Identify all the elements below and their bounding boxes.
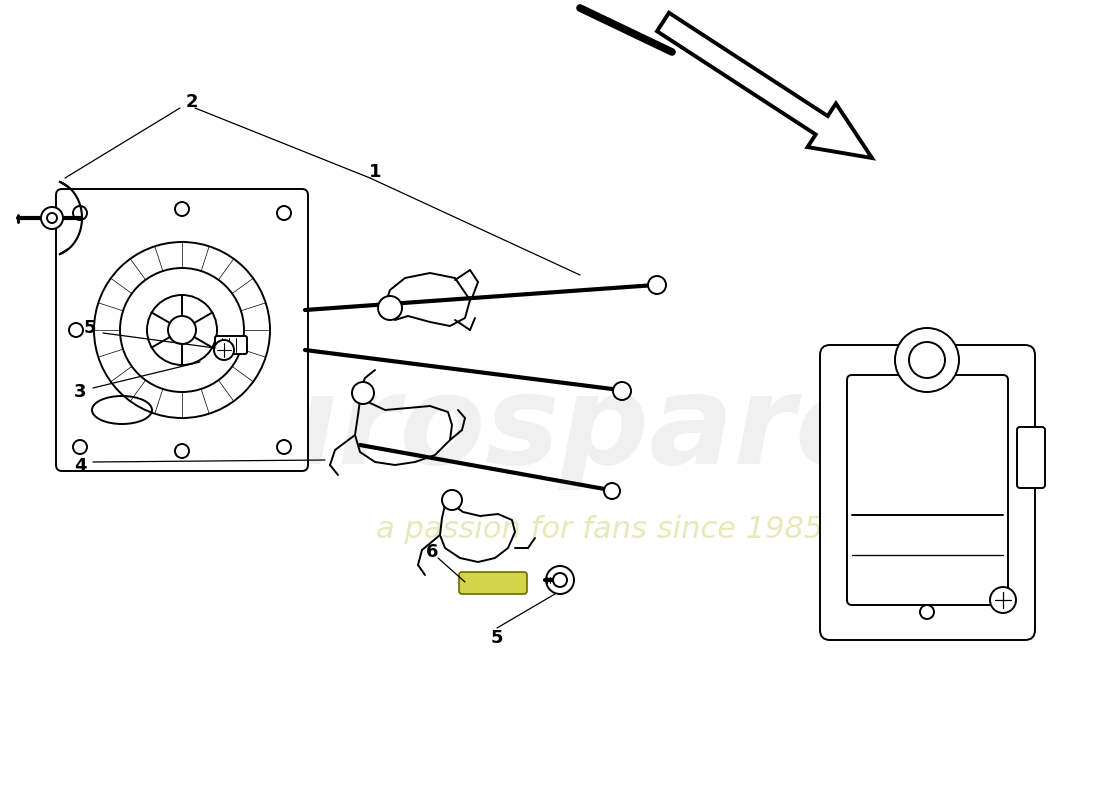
Circle shape xyxy=(920,605,934,619)
Text: eurospares: eurospares xyxy=(165,370,955,490)
Circle shape xyxy=(277,206,292,220)
Text: 3: 3 xyxy=(74,383,86,401)
Text: 2: 2 xyxy=(186,93,198,111)
Circle shape xyxy=(120,268,244,392)
Circle shape xyxy=(73,440,87,454)
Polygon shape xyxy=(657,13,872,158)
Circle shape xyxy=(352,382,374,404)
Text: 5: 5 xyxy=(491,629,504,647)
FancyBboxPatch shape xyxy=(847,375,1008,605)
Text: 4: 4 xyxy=(74,457,86,475)
Circle shape xyxy=(378,296,402,320)
Text: 6: 6 xyxy=(426,543,438,561)
Circle shape xyxy=(613,382,631,400)
Circle shape xyxy=(214,340,234,360)
Circle shape xyxy=(47,213,57,223)
Circle shape xyxy=(69,323,82,337)
Text: a passion for fans since 1985: a passion for fans since 1985 xyxy=(376,515,824,545)
Circle shape xyxy=(442,490,462,510)
FancyBboxPatch shape xyxy=(459,572,527,594)
Circle shape xyxy=(168,316,196,344)
Circle shape xyxy=(895,328,959,392)
Text: 1: 1 xyxy=(368,163,382,181)
Circle shape xyxy=(277,440,292,454)
Circle shape xyxy=(175,444,189,458)
Circle shape xyxy=(73,206,87,220)
Circle shape xyxy=(990,587,1016,613)
Circle shape xyxy=(147,295,217,365)
Circle shape xyxy=(546,566,574,594)
Circle shape xyxy=(553,573,566,587)
Circle shape xyxy=(604,483,620,499)
Circle shape xyxy=(94,242,270,418)
Circle shape xyxy=(648,276,666,294)
FancyBboxPatch shape xyxy=(1018,427,1045,488)
Circle shape xyxy=(175,202,189,216)
Circle shape xyxy=(41,207,63,229)
FancyBboxPatch shape xyxy=(214,336,248,354)
Text: 5: 5 xyxy=(84,319,97,337)
FancyBboxPatch shape xyxy=(820,345,1035,640)
Circle shape xyxy=(909,342,945,378)
FancyBboxPatch shape xyxy=(56,189,308,471)
